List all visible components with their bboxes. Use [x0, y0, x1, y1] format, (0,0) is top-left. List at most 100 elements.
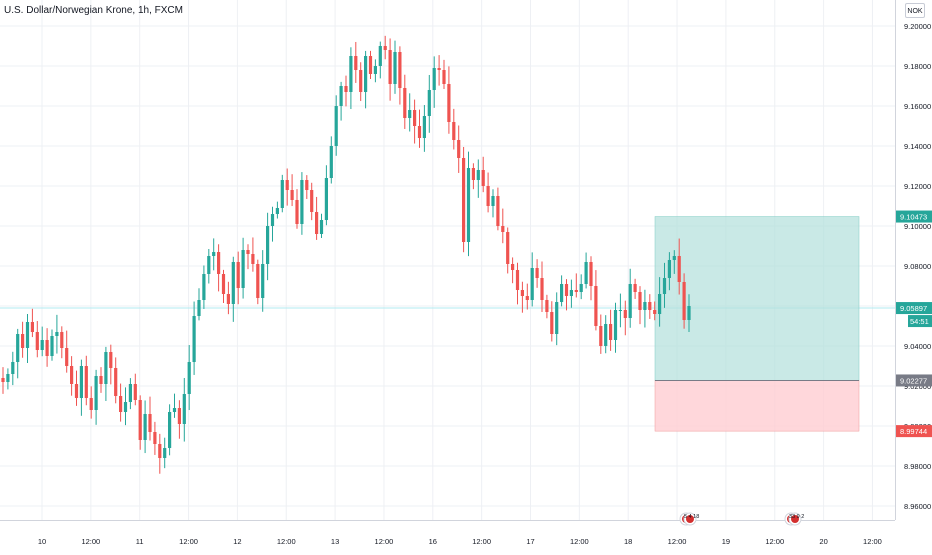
price-tick-label: 9.08000 — [904, 262, 931, 271]
candle-body — [496, 196, 500, 226]
current-price-tag-bg — [896, 302, 932, 315]
candle-body — [687, 306, 691, 320]
candle-body — [677, 256, 681, 282]
candle-body — [280, 180, 284, 208]
candle-body — [182, 394, 186, 424]
price-tick-label: 8.96000 — [904, 502, 931, 511]
candle-body — [197, 300, 201, 316]
candle-body — [99, 376, 103, 384]
candle-body — [594, 286, 598, 326]
candle-body — [158, 444, 162, 458]
candle-body — [466, 168, 471, 242]
candle-body — [643, 302, 647, 310]
candle-body — [172, 408, 177, 412]
time-tick-label: 17 — [526, 537, 534, 546]
candle-body — [349, 56, 353, 92]
candle-body — [564, 284, 569, 296]
candle-body — [246, 250, 250, 254]
candle-body — [520, 290, 524, 296]
candle-body — [334, 106, 338, 146]
candle-body — [324, 178, 328, 220]
candle-body — [359, 70, 363, 92]
time-tick-label: 12:00 — [179, 537, 198, 546]
candle-body — [383, 46, 387, 50]
candle-body — [310, 190, 314, 212]
candle-body — [628, 284, 632, 318]
candle-body — [378, 46, 382, 66]
candle-body — [319, 220, 324, 234]
candle-body — [168, 412, 172, 448]
candle-body — [290, 190, 294, 200]
candle-body — [618, 310, 622, 311]
price-tick-label: 9.16000 — [904, 102, 931, 111]
candle-body — [128, 384, 132, 402]
candle-body — [462, 158, 466, 242]
time-tick-label: 12:00 — [668, 537, 687, 546]
candle-body — [545, 300, 549, 312]
candle-body — [70, 366, 74, 384]
price-tick-label: 9.18000 — [904, 62, 931, 71]
candle-body — [569, 290, 573, 296]
candle-body — [555, 302, 559, 334]
candle-body — [623, 310, 627, 318]
candle-body — [422, 116, 426, 138]
candle-body — [300, 180, 304, 224]
candle-body — [6, 374, 10, 382]
candle-body — [432, 68, 436, 90]
candle-body — [133, 384, 137, 400]
candle-body — [486, 186, 490, 206]
candle-body — [192, 316, 196, 362]
candle-body — [212, 252, 216, 256]
price-tick-label: 9.20000 — [904, 22, 931, 31]
candle-body — [540, 278, 544, 300]
event-marker[interactable]: 5 4 18 — [679, 512, 699, 526]
candle-body — [16, 334, 20, 362]
candle-body — [114, 368, 118, 396]
candle-body — [354, 56, 358, 70]
entry-price-tag: 9.02277 — [900, 376, 927, 385]
candle-body — [530, 268, 534, 300]
candle-body — [662, 278, 667, 294]
candle-body — [658, 294, 662, 314]
candle-body — [123, 402, 128, 412]
candle-body — [344, 86, 348, 92]
candle-body — [388, 50, 392, 84]
candle-body — [638, 292, 642, 310]
event-marker[interactable]: 33 9 2 — [784, 512, 804, 526]
candle-body — [511, 264, 515, 270]
candle-body — [584, 262, 588, 284]
stop-price-tag-bg — [896, 425, 932, 438]
time-tick-label: 12 — [233, 537, 241, 546]
candle-body — [256, 264, 260, 298]
time-axis: 10 12:00 11 12:00 12 12:00 13 12:00 16 12:00 17 12:… — [0, 520, 895, 550]
candle-body — [447, 84, 451, 122]
target-price-tag: 9.10473 — [900, 213, 927, 222]
time-tick-label: 13 — [331, 537, 339, 546]
candle-body — [266, 226, 270, 264]
candles — [1, 35, 691, 474]
candle-body — [457, 140, 461, 158]
candle-body — [535, 268, 539, 278]
candle-body — [515, 270, 520, 290]
time-tick-label: 12:00 — [375, 537, 394, 546]
candle-body — [163, 448, 167, 458]
candle-body — [55, 332, 59, 336]
candle-body — [35, 332, 39, 350]
candle-body — [525, 296, 529, 300]
candle-body — [202, 274, 206, 300]
event-markers[interactable]: 5 4 18 33 9 2 — [679, 512, 804, 526]
candle-body — [236, 262, 240, 288]
candle-body — [364, 56, 368, 92]
time-tick-label: 19 — [722, 537, 730, 546]
candle-body — [442, 70, 446, 84]
candle-body — [398, 52, 402, 88]
time-tick-label: 18 — [624, 537, 632, 546]
time-tick-label: 10 — [38, 537, 46, 546]
candle-body — [89, 398, 93, 410]
currency-button[interactable]: NOK — [905, 3, 925, 18]
candle-body — [148, 414, 152, 432]
candle-body — [560, 284, 564, 302]
price-tick-label: 9.14000 — [904, 142, 931, 151]
